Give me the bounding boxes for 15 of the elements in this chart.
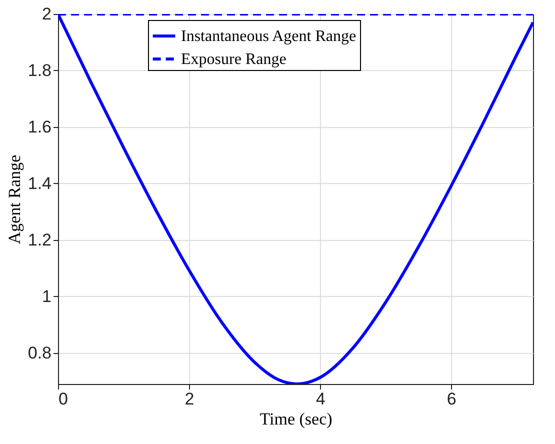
y-tick-label: 1 — [42, 286, 52, 306]
x-tick-label: 0 — [58, 390, 68, 408]
x-tick-label: 4 — [316, 390, 326, 408]
y-tick-label: 1.2 — [28, 230, 52, 250]
y-tick-label: 1.6 — [28, 117, 52, 136]
x-tick-label: 2 — [184, 390, 194, 408]
y-tick-label: 1.4 — [28, 174, 52, 193]
y-tick-label: 0.8 — [28, 343, 52, 362]
legend-label: Exposure Range — [181, 51, 286, 68]
x-tick-label: 6 — [446, 390, 456, 408]
x-axis-title: Time (sec) — [260, 410, 332, 428]
y-tick-label: 2 — [42, 4, 52, 24]
y-tick-label: 1.8 — [28, 60, 52, 80]
y-axis-title: Agent Range — [4, 154, 24, 244]
legend-label: Instantaneous Agent Range — [181, 28, 356, 45]
